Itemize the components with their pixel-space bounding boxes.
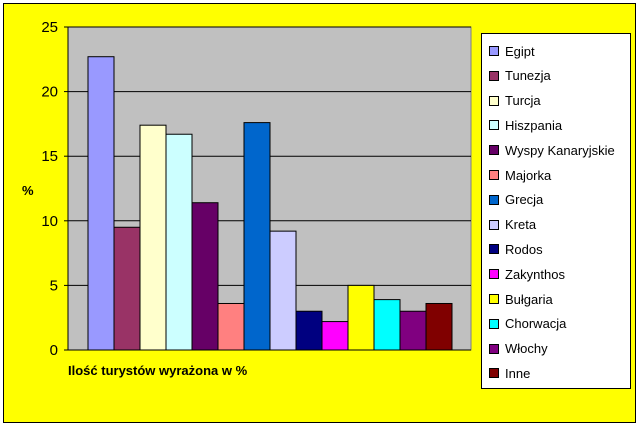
legend-item: Egipt <box>489 43 535 59</box>
y-axis-ticks: 0 5 10 15 20 25 <box>41 19 68 359</box>
legend-item: Wyspy Kanaryjskie <box>489 142 615 158</box>
legend-label: Hiszpania <box>505 117 563 133</box>
legend-swatch <box>489 95 499 106</box>
y-axis-label: % <box>22 183 34 198</box>
legend-item: Chorwacja <box>489 316 566 332</box>
legend-item: Grecja <box>489 192 543 208</box>
bars <box>87 56 453 351</box>
legend-item: Hiszpania <box>489 117 562 133</box>
y-tick-label: 10 <box>41 213 58 230</box>
legend-swatch <box>489 145 499 156</box>
legend-label: Bułgaria <box>505 291 553 307</box>
y-tick-label: 25 <box>41 19 58 36</box>
legend-swatch <box>489 70 499 81</box>
y-tick-label: 5 <box>50 277 58 294</box>
bar-8 <box>295 310 323 351</box>
legend-label: Kreta <box>505 217 537 233</box>
legend-swatch <box>489 269 499 280</box>
legend-swatch <box>489 219 499 230</box>
legend-swatch <box>489 368 499 379</box>
y-tick-label: 0 <box>50 342 58 359</box>
legend-swatch <box>489 120 499 131</box>
bar-10 <box>347 284 375 351</box>
bar-12 <box>399 310 427 351</box>
legend-item: Inne <box>489 365 530 381</box>
bar-9 <box>321 321 349 351</box>
x-axis-label: Ilość turystów wyrażona w % <box>68 363 248 378</box>
legend-item: Kreta <box>489 217 536 233</box>
bar-5 <box>217 302 245 351</box>
legend-swatch <box>489 318 499 329</box>
bar-6 <box>243 122 271 351</box>
legend-label: Inne <box>505 365 531 381</box>
bar-4 <box>191 202 219 351</box>
legend-item: Majorka <box>489 167 551 183</box>
legend-label: Włochy <box>505 341 548 357</box>
bar-11 <box>373 299 401 351</box>
legend-item: Bułgaria <box>489 291 553 307</box>
legend-swatch <box>489 46 499 56</box>
bar-0 <box>87 56 115 351</box>
legend-label: Tunezja <box>505 68 551 84</box>
legend-label: Majorka <box>505 167 552 183</box>
legend-label: Turcja <box>505 93 541 109</box>
bar-2 <box>139 124 167 351</box>
legend-item: Rodos <box>489 241 543 257</box>
legend-swatch <box>489 343 499 354</box>
legend-item: Tunezja <box>489 68 551 84</box>
bar-3 <box>165 133 193 351</box>
legend-swatch <box>489 170 499 180</box>
legend-swatch <box>489 294 499 304</box>
legend-item: Turcja <box>489 93 541 109</box>
legend-item: Włochy <box>489 341 548 357</box>
legend-item: Zakynthos <box>489 266 565 282</box>
bar-7 <box>269 230 297 351</box>
legend-label: Rodos <box>505 241 543 257</box>
legend: Egipt Tunezja Turcja Hiszpania Wyspy Kanaryj… <box>481 33 631 389</box>
legend-label: Chorwacja <box>505 316 567 332</box>
legend-label: Wyspy Kanaryjskie <box>505 142 615 158</box>
y-tick-label: 20 <box>41 84 58 101</box>
legend-swatch <box>489 244 499 255</box>
y-tick-label: 15 <box>41 148 58 165</box>
legend-label: Zakynthos <box>505 266 565 282</box>
bar-1 <box>113 226 141 351</box>
bar-13 <box>425 302 453 351</box>
legend-label: Egipt <box>505 43 535 59</box>
legend-swatch <box>489 194 499 205</box>
legend-label: Grecja <box>505 192 544 208</box>
